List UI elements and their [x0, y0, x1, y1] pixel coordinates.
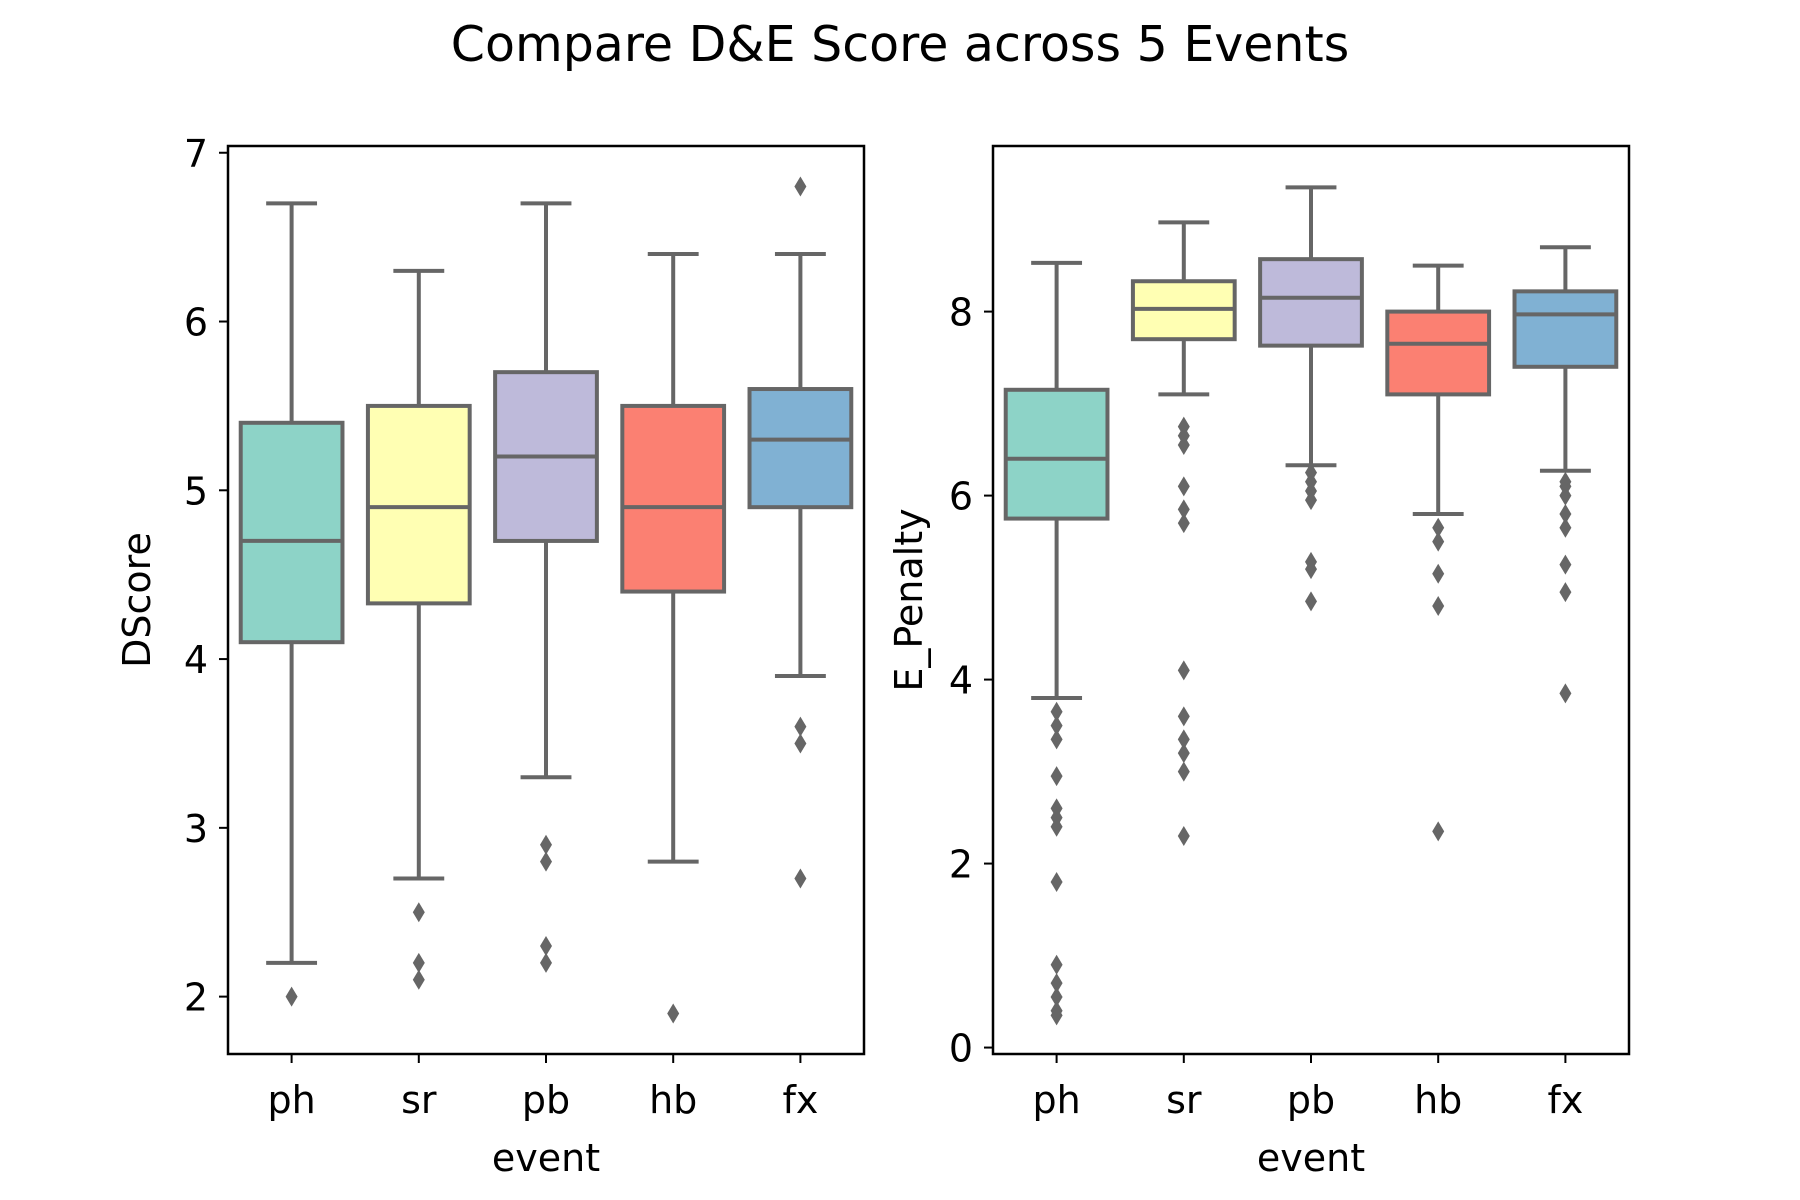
panel-2-outlier-sr-6 [1177, 660, 1190, 681]
panel-2-xtick-label-sr: sr [1166, 1078, 1202, 1122]
panel-2-box-pb [1258, 257, 1364, 348]
panel-2-outlier-sr-3 [1177, 743, 1190, 764]
panel-1-box-sr [365, 403, 472, 606]
panel-2-outlier-ph-6 [1050, 871, 1063, 892]
panel-1-ytick-label-3: 3 [184, 807, 208, 851]
panel-2-outlier-hb-4 [1432, 531, 1445, 552]
panel-1-xtick-label-sr: sr [401, 1078, 437, 1122]
panel-2-xtick-label-fx: fx [1547, 1078, 1583, 1122]
panel-2-outlier-ph-2 [1050, 1000, 1063, 1021]
panel-1-outlier-fx-1 [794, 868, 807, 889]
panel-2-outlier-pb-3 [1305, 551, 1317, 572]
panel-2-outlier-fx-5 [1559, 503, 1572, 524]
panel-1-ytick-label-4: 4 [184, 638, 208, 682]
panel-2-outlier-sr-2 [1177, 761, 1190, 782]
panel-2-outlier-sr-8 [1177, 499, 1190, 520]
panel-2-outlier-fx-3 [1559, 554, 1572, 575]
panel-1-outlier-fx-2 [794, 733, 807, 754]
panel-2-xtick-label-pb: pb [1287, 1078, 1335, 1122]
panel-2-outlier-hb-1 [1432, 821, 1445, 842]
panel-1-ytick-label-2: 2 [184, 976, 208, 1020]
panel-2-xtick-label-ph: ph [1032, 1078, 1080, 1122]
panel-1-box-hb [620, 403, 727, 594]
panel-1-outlier-fx-3 [794, 716, 807, 737]
panel-2-outlier-ph-11 [1050, 729, 1063, 750]
panel-2-xtick-label-hb: hb [1414, 1078, 1462, 1122]
panel-1-xtick-label-fx: fx [782, 1078, 818, 1122]
panel-1-xtick-label-hb: hb [649, 1078, 697, 1122]
panel-2-ytick-label-0: 0 [949, 1027, 973, 1071]
panel-1-outlier-sr-1 [412, 969, 425, 990]
panel-2-xlabel: event [1257, 1136, 1365, 1180]
panel-2-outlier-ph-5 [1050, 954, 1063, 975]
panel-2-ylabel: E_Penalty [887, 508, 931, 691]
panel-2-outlier-fx-4 [1559, 517, 1572, 538]
panel-2-outlier-ph-4 [1050, 973, 1063, 994]
panel-2-outlier-ph-12 [1050, 715, 1063, 736]
panel-1-outlier-pb-4 [540, 834, 552, 855]
panel-2-outlier-pb-1 [1305, 591, 1317, 612]
panel-2-outlier-hb-3 [1432, 563, 1445, 584]
chart-title: Compare D&E Score across 5 Events [450, 16, 1350, 73]
panel-2-outlier-fx-2 [1559, 582, 1572, 603]
panel-2-outlier-sr-4 [1177, 729, 1190, 750]
panel-1-outlier-pb-1 [540, 952, 552, 973]
panel-2-outlier-sr-12 [1177, 416, 1190, 437]
panel-2-ytick-label-2: 2 [949, 843, 973, 887]
panel-1-box-ph [238, 420, 345, 645]
panel-2-box-hb [1385, 309, 1492, 397]
panel-2-outlier-sr-7 [1177, 513, 1190, 534]
panel-1-xtick-label-ph: ph [267, 1078, 315, 1122]
panel-1-outlier-sr-3 [412, 902, 425, 923]
panel-1-outlier-ph-1 [285, 986, 298, 1007]
panel-1-outlier-sr-2 [412, 952, 425, 973]
panel-2-outlier-ph-10 [1050, 766, 1063, 787]
panel-1-outlier-pb-2 [540, 935, 552, 956]
panel-2-outlier-ph-9 [1050, 798, 1063, 819]
panel-2-box-ph [1003, 387, 1110, 521]
panel-1-ytick-label-6: 6 [184, 301, 208, 345]
panel-2-outlier-pb-7 [1305, 462, 1317, 483]
panel-2-outlier-fx-8 [1559, 471, 1572, 492]
panel-2-outlier-sr-5 [1177, 706, 1190, 727]
panel-1-box-fx [747, 387, 854, 510]
panel-2-outlier-hb-5 [1432, 517, 1445, 538]
panel-1-outlier-fx-4 [794, 176, 807, 197]
panel-2-outlier-sr-1 [1177, 825, 1190, 846]
panel-1-outlier-pb-3 [540, 851, 552, 872]
panel-1-xtick-label-pb: pb [522, 1078, 570, 1122]
panel-1-outlier-hb-1 [667, 1003, 680, 1024]
panel-2-ytick-label-4: 4 [949, 659, 973, 703]
panel-1-ytick-label-5: 5 [184, 469, 208, 513]
panel-2-box-fx [1512, 289, 1619, 369]
panel-2-outlier-sr-9 [1177, 476, 1190, 497]
panel-2-outlier-ph-3 [1050, 986, 1063, 1007]
panel-1-ytick-label-7: 7 [184, 132, 208, 176]
panel-2-outlier-hb-2 [1432, 595, 1445, 616]
panel-2-outlier-fx-1 [1559, 683, 1572, 704]
panel-1-xlabel: event [492, 1136, 600, 1180]
panel-1-ylabel: DScore [115, 532, 159, 668]
panel-2-ytick-label-6: 6 [949, 475, 973, 519]
panel-2-outlier-ph-13 [1050, 701, 1063, 722]
panel-2-ytick-label-8: 8 [949, 291, 973, 335]
